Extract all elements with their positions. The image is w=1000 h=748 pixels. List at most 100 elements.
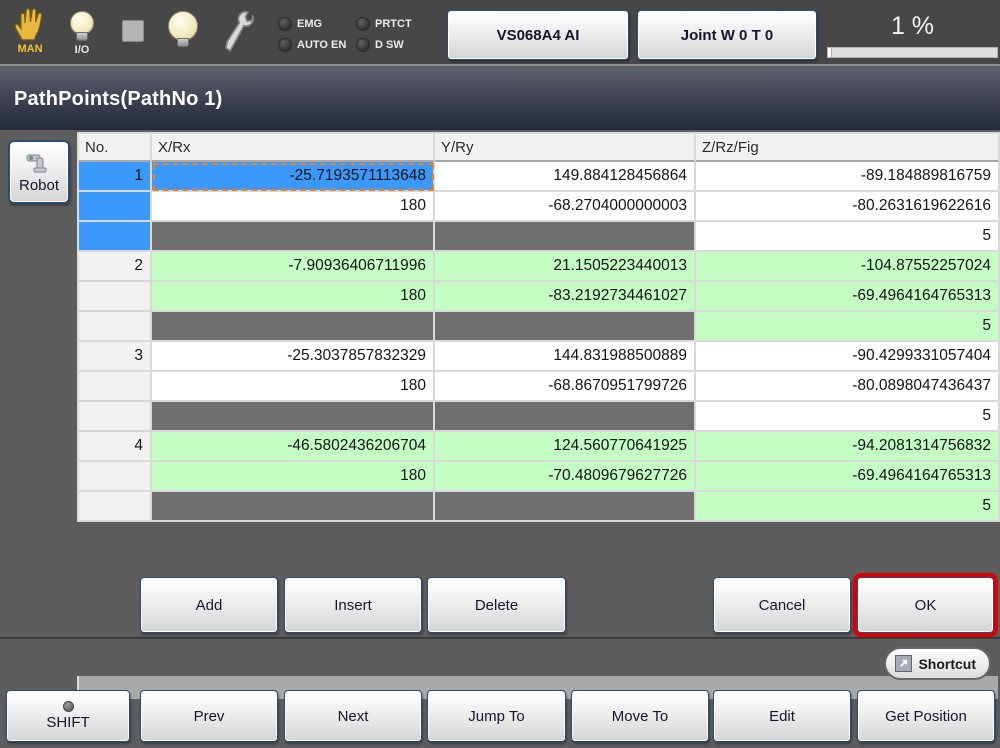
table-row: 3 -25.3037857832329 144.831988500889 -90.42… xyxy=(79,342,1000,372)
stop-button[interactable] xyxy=(122,20,144,42)
value-cell[interactable]: 5 xyxy=(696,402,1000,432)
row-number-cell[interactable] xyxy=(79,282,152,312)
table-row: 180 -83.2192734461027 -69.4964164765313 xyxy=(79,282,1000,312)
value-cell[interactable]: -80.2631619622616 xyxy=(696,192,1000,222)
value-cell[interactable]: -69.4964164765313 xyxy=(696,462,1000,492)
next-button[interactable]: Next xyxy=(284,690,422,742)
led-icon xyxy=(356,16,370,31)
wrench-icon xyxy=(220,8,260,54)
led-icon xyxy=(278,37,292,52)
value-cell[interactable]: -90.4299331057404 xyxy=(696,342,1000,372)
value-cell[interactable]: 5 xyxy=(696,312,1000,342)
value-cell[interactable] xyxy=(152,312,435,342)
value-cell[interactable]: 124.560770641925 xyxy=(435,432,696,462)
value-cell[interactable]: -25.7193571113648 xyxy=(152,162,435,192)
pathpoints-table: No. X/Rx Y/Ry Z/Rz/Fig 1 -25.719357111364… xyxy=(77,132,1000,522)
value-cell[interactable]: -80.0898047436437 xyxy=(696,372,1000,402)
value-cell[interactable]: 180 xyxy=(152,462,435,492)
insert-button[interactable]: Insert xyxy=(284,577,422,633)
value-cell[interactable] xyxy=(152,492,435,522)
row-number-cell[interactable] xyxy=(79,312,152,342)
row-number-cell[interactable]: 2 xyxy=(79,252,152,282)
shortcut-button[interactable]: Shortcut xyxy=(884,647,991,680)
content-area: Robot No. X/Rx Y/Ry Z/Rz/Fig 1 -25.719357… xyxy=(0,130,1000,748)
row-number-cell[interactable]: 3 xyxy=(79,342,152,372)
table-row: 5 xyxy=(79,312,1000,342)
value-cell[interactable] xyxy=(152,222,435,252)
value-cell[interactable]: -68.8670951799726 xyxy=(435,372,696,402)
value-cell[interactable]: -69.4964164765313 xyxy=(696,282,1000,312)
bulb-icon xyxy=(70,11,94,35)
jump-to-button[interactable]: Jump To xyxy=(427,690,566,742)
move-to-button[interactable]: Move To xyxy=(571,690,709,742)
mode-button[interactable]: Joint W 0 T 0 xyxy=(637,10,817,60)
value-cell[interactable]: 5 xyxy=(696,492,1000,522)
value-cell[interactable] xyxy=(435,312,696,342)
column-header-y: Y/Ry xyxy=(435,134,696,162)
value-cell[interactable]: -25.3037857832329 xyxy=(152,342,435,372)
value-cell[interactable]: 180 xyxy=(152,192,435,222)
value-cell[interactable]: -94.2081314756832 xyxy=(696,432,1000,462)
shortcut-icon xyxy=(895,655,913,672)
value-cell[interactable] xyxy=(435,492,696,522)
maintenance-button[interactable] xyxy=(220,8,260,54)
get-position-button[interactable]: Get Position xyxy=(857,690,995,742)
indicator-emg: EMG xyxy=(278,13,356,34)
delete-button[interactable]: Delete xyxy=(427,577,566,633)
value-cell[interactable]: -89.184889816759 xyxy=(696,162,1000,192)
robot-button[interactable]: Robot xyxy=(8,140,70,204)
value-cell[interactable]: -68.2704000000003 xyxy=(435,192,696,222)
indicator-auto-en: AUTO EN xyxy=(278,34,356,55)
value-cell[interactable]: -70.4809679627726 xyxy=(435,462,696,492)
row-number-cell[interactable]: 1 xyxy=(79,162,152,192)
shift-button[interactable]: SHIFT xyxy=(6,690,130,742)
value-cell[interactable]: -46.5802436206704 xyxy=(152,432,435,462)
io-monitor-button[interactable]: I/O xyxy=(70,11,94,56)
edit-button[interactable]: Edit xyxy=(713,690,851,742)
value-cell[interactable]: 5 xyxy=(696,222,1000,252)
row-number-cell[interactable] xyxy=(79,492,152,522)
table-row: 5 xyxy=(79,402,1000,432)
indicator-d-sw: D SW xyxy=(356,34,444,55)
square-icon xyxy=(122,20,144,42)
value-cell[interactable]: -104.87552257024 xyxy=(696,252,1000,282)
value-cell[interactable]: 180 xyxy=(152,372,435,402)
row-number-cell[interactable] xyxy=(79,462,152,492)
status-bar: MAN I/O EMG PRTCT xyxy=(0,0,1000,66)
table-row: 4 -46.5802436206704 124.560770641925 -94.20… xyxy=(79,432,1000,462)
shortcut-label: Shortcut xyxy=(918,655,976,672)
prev-button[interactable]: Prev xyxy=(140,690,278,742)
value-cell[interactable] xyxy=(435,402,696,432)
robot-model-button[interactable]: VS068A4 AI xyxy=(447,10,629,60)
add-button[interactable]: Add xyxy=(140,577,278,633)
value-cell[interactable] xyxy=(152,402,435,432)
value-cell[interactable] xyxy=(435,222,696,252)
pathpoints-tbody: 1 -25.7193571113648 149.884128456864 -89.18… xyxy=(79,162,1000,522)
row-number-cell[interactable] xyxy=(79,192,152,222)
robot-button-label: Robot xyxy=(18,177,60,194)
io-monitor-label: I/O xyxy=(74,44,90,56)
row-number-cell[interactable]: 4 xyxy=(79,432,152,462)
row-number-cell[interactable] xyxy=(79,222,152,252)
row-number-cell[interactable] xyxy=(79,402,152,432)
column-header-x: X/Rx xyxy=(152,134,435,162)
value-cell[interactable]: 180 xyxy=(152,282,435,312)
manual-mode-button[interactable]: MAN xyxy=(12,7,48,55)
ok-button[interactable]: OK xyxy=(857,577,994,633)
value-cell[interactable]: -7.90936406711996 xyxy=(152,252,435,282)
value-cell[interactable]: 144.831988500889 xyxy=(435,342,696,372)
speed-value: 1 % xyxy=(890,12,935,40)
table-row: 180 -68.8670951799726 -80.0898047436437 xyxy=(79,372,1000,402)
value-cell[interactable]: -83.2192734461027 xyxy=(435,282,696,312)
table-row: 2 -7.90936406711996 21.1505223440013 -104.8… xyxy=(79,252,1000,282)
speed-bar-fill xyxy=(828,48,832,57)
value-cell[interactable]: 149.884128456864 xyxy=(435,162,696,192)
row-number-cell[interactable] xyxy=(79,372,152,402)
value-cell[interactable]: 21.1505223440013 xyxy=(435,252,696,282)
cancel-button[interactable]: Cancel xyxy=(713,577,851,633)
manual-mode-label: MAN xyxy=(17,43,43,55)
status-indicators: EMG PRTCT AUTO EN D SW xyxy=(278,13,444,55)
speed-bar xyxy=(827,47,998,58)
lamp-button[interactable] xyxy=(168,11,198,41)
